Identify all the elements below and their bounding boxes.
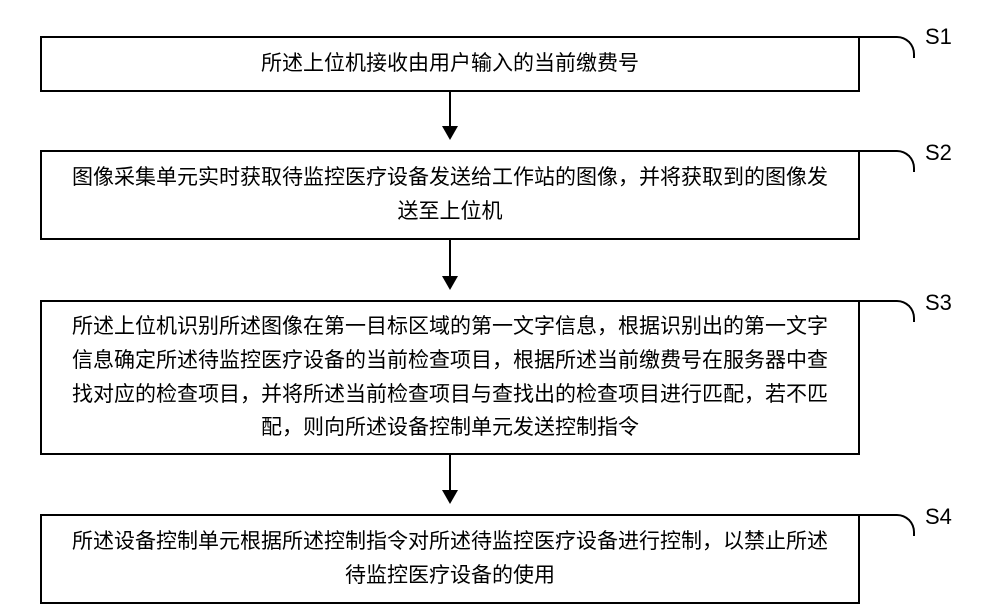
- arrow-s1-s2: [449, 92, 451, 138]
- step-text-s1: 所述上位机接收由用户输入的当前缴费号: [261, 47, 639, 81]
- step-text-s3: 所述上位机识别所述图像在第一目标区域的第一文字信息，根据识别出的第一文字信息确定…: [62, 310, 838, 444]
- label-connector-s1: [860, 36, 915, 58]
- label-connector-s2: [860, 150, 915, 172]
- label-connector-s3: [860, 300, 915, 322]
- step-label-s3: S3: [925, 290, 952, 316]
- arrow-s2-s3: [449, 240, 451, 288]
- label-connector-s4: [860, 514, 915, 536]
- step-label-s1: S1: [925, 24, 952, 50]
- step-label-s4: S4: [925, 504, 952, 530]
- step-box-s3: 所述上位机识别所述图像在第一目标区域的第一文字信息，根据识别出的第一文字信息确定…: [40, 300, 860, 455]
- step-text-s2: 图像采集单元实时获取待监控医疗设备发送给工作站的图像，并将获取到的图像发送至上位…: [62, 161, 838, 228]
- arrow-s3-s4: [449, 455, 451, 502]
- step-text-s4: 所述设备控制单元根据所述控制指令对所述待监控医疗设备进行控制，以禁止所述待监控医…: [62, 525, 838, 592]
- step-label-s2: S2: [925, 140, 952, 166]
- step-box-s2: 图像采集单元实时获取待监控医疗设备发送给工作站的图像，并将获取到的图像发送至上位…: [40, 150, 860, 240]
- step-box-s1: 所述上位机接收由用户输入的当前缴费号: [40, 36, 860, 92]
- step-box-s4: 所述设备控制单元根据所述控制指令对所述待监控医疗设备进行控制，以禁止所述待监控医…: [40, 514, 860, 604]
